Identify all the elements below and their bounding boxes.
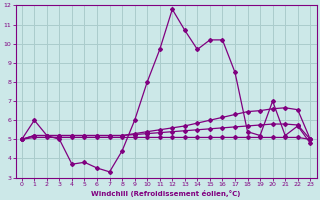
X-axis label: Windchill (Refroidissement éolien,°C): Windchill (Refroidissement éolien,°C) <box>91 190 241 197</box>
